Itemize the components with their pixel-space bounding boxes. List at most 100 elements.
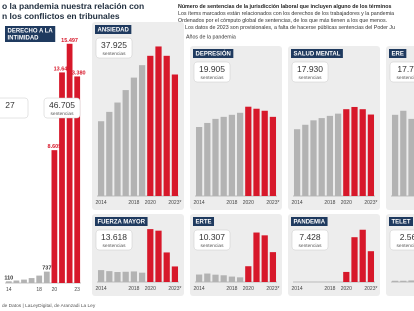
bar: [163, 252, 170, 282]
panel-tag: [389, 49, 407, 58]
headline: o la pandemia nuestra relación con: [2, 1, 144, 11]
total-value: 27: [5, 100, 15, 110]
bar: [359, 229, 366, 282]
x-tick-label: 2020: [145, 286, 156, 292]
bar: [367, 114, 375, 196]
total-box: [193, 61, 231, 83]
bar: [408, 118, 414, 196]
panel-title: DEPRESIÓN: [196, 50, 231, 58]
total-box: [389, 61, 414, 83]
bar: [97, 121, 105, 196]
value-label: 15.497: [61, 38, 78, 44]
x-tick-label: 2023*: [168, 200, 181, 206]
panel-bg: [190, 214, 282, 296]
bar: [36, 275, 43, 283]
panel-title: DERECHO A LA: [8, 29, 54, 35]
panel: 2014 2018 2020 2023* DEPRESIÓN 19.905sentenci…: [190, 46, 282, 210]
value-label: 8.605: [48, 144, 62, 150]
bar: [269, 116, 277, 196]
x-tick-label: 2023*: [364, 200, 377, 206]
bar: [130, 77, 138, 196]
bar: [400, 280, 407, 282]
bar: [5, 281, 12, 283]
bar: [261, 110, 268, 196]
bar: [220, 116, 227, 196]
bar: [122, 271, 129, 282]
total-box: [193, 229, 231, 251]
panel-tag: [5, 26, 56, 42]
total-box: [95, 229, 133, 251]
bar: [343, 109, 350, 196]
bar: [97, 270, 105, 282]
bar: [138, 65, 146, 197]
intro: Los ítems marcados están relacionados co…: [178, 11, 394, 17]
x-tick-label: 2018: [226, 200, 237, 206]
total-value: 17.930: [297, 64, 323, 74]
headline: n los conflictos en tribunales: [2, 11, 120, 21]
panel-title: SALUD MENTAL: [294, 52, 341, 58]
x-tick-label: 2020: [243, 286, 254, 292]
bar: [147, 229, 154, 282]
x-tick-label: 2020: [243, 200, 254, 206]
panel-title: TELET: [392, 220, 411, 226]
bar: [155, 46, 162, 196]
bar: [147, 55, 154, 196]
intro: Número de sentencias de la jurisdicción …: [178, 4, 391, 10]
x-tick-label: 23: [74, 287, 80, 293]
panel: 2014 2018 2020 2023* FUERZA MAYOR 13.618sente…: [92, 214, 184, 296]
bar: [212, 118, 219, 196]
x-tick-label: 14: [6, 287, 12, 293]
x-tick-label: 2023*: [266, 286, 279, 292]
panel-title: ERE: [392, 52, 404, 58]
value-label: 737: [42, 266, 51, 272]
x-tick-label: 2014: [194, 286, 205, 292]
bar: [245, 106, 252, 196]
total-box: [43, 97, 81, 119]
bar: [334, 113, 342, 196]
bar: [13, 280, 20, 283]
bar: [21, 279, 27, 283]
bar: [43, 271, 50, 283]
total-value: 19.905: [199, 64, 225, 74]
total-value: 46.705: [49, 100, 75, 110]
bar: [106, 111, 113, 196]
x-tick-label: 2023*: [364, 286, 377, 292]
bar: [228, 276, 236, 282]
panel-title: FUERZA MAYOR: [98, 220, 146, 226]
bar: [245, 266, 252, 282]
panel-tag: [193, 49, 234, 58]
panel-title: ANSIEDAD: [98, 28, 130, 34]
x-tick-label: 2018: [226, 286, 237, 292]
bar: [28, 278, 35, 283]
bar: [343, 271, 350, 282]
panel-bg: [288, 214, 380, 296]
bar: [220, 275, 227, 282]
bar: [130, 271, 138, 282]
value-label: 13.380: [69, 70, 86, 76]
x-tick-label: 2020: [145, 200, 156, 206]
bar: [171, 74, 179, 196]
bar: [367, 251, 375, 282]
bar: [106, 271, 113, 282]
x-tick-label: 18: [36, 287, 42, 293]
panel: 2014 2018 2020 2023* SALUD MENTAL 17.930sente…: [288, 46, 380, 210]
panel-tag: [95, 217, 148, 226]
x-tick-label: 2018: [128, 200, 139, 206]
total-unit: sentencias: [103, 51, 127, 57]
bar: [204, 273, 211, 282]
x-tick-label: 2014: [292, 200, 303, 206]
bar: [155, 230, 162, 282]
bar: [261, 235, 268, 282]
total-unit: sentencias: [51, 111, 75, 117]
panel-tag: [291, 217, 328, 226]
bar: [114, 272, 121, 282]
x-tick-label: 2014: [292, 286, 303, 292]
bar: [114, 102, 121, 196]
total-unit: sentencias: [299, 75, 323, 81]
bar: [293, 129, 301, 196]
bar: [171, 266, 179, 282]
x-tick-label: 20: [52, 287, 58, 293]
total-value: 10.307: [199, 232, 225, 242]
